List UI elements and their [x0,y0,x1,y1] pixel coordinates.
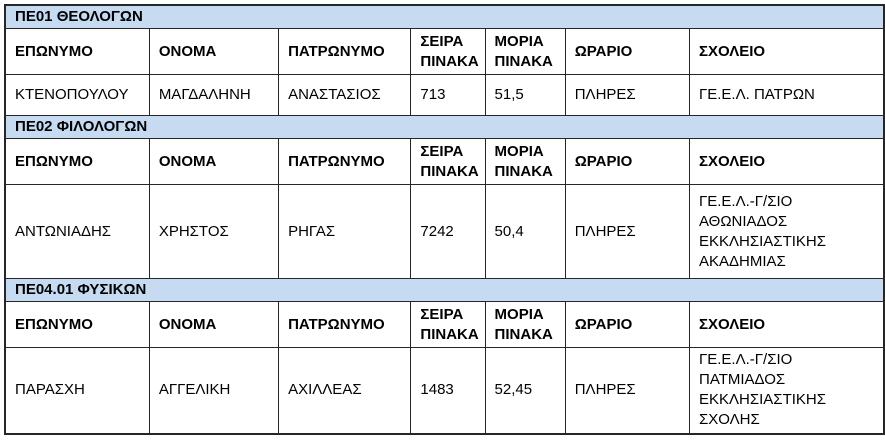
cell-patronymic: ΑΧΙΛΛΕΑΣ [278,347,412,434]
section-title: ΠΕ04.01 ΦΥΣΙΚΩΝ [4,278,885,302]
col-header-list-rank: ΣΕΙΡΑ ΠΙΝΑΚΑ [410,301,486,348]
section-band-pe0401: ΠΕ04.01 ΦΥΣΙΚΩΝ [4,278,885,302]
cell-surname: ΑΝΤΩΝΙΑΔΗΣ [4,184,150,279]
col-header-list-rank: ΣΕΙΡΑ ΠΙΝΑΚΑ [410,138,486,185]
col-header-list-points: ΜΟΡΙΑ ΠΙΝΑΚΑ [484,28,566,75]
col-header-firstname: ΟΝΟΜΑ [148,138,280,185]
cell-hours: ΠΛΗΡΕΣ [564,347,690,434]
cell-surname: ΚΤΕΝΟΠΟΥΛΟΥ [4,74,150,116]
cell-list-points: 51,5 [484,74,566,116]
cell-surname: ΠΑΡΑΣΧΗ [4,347,150,434]
col-header-firstname: ΟΝΟΜΑ [148,301,280,348]
col-header-surname: ΕΠΩΝΥΜΟ [4,138,150,185]
cell-school: ΓΕ.Ε.Λ. ΠΑΤΡΩΝ [688,74,885,116]
col-header-list-points: ΜΟΡΙΑ ΠΙΝΑΚΑ [484,301,566,348]
cell-list-rank: 7242 [410,184,486,279]
column-header-row: ΕΠΩΝΥΜΟ ΟΝΟΜΑ ΠΑΤΡΩΝΥΜΟ ΣΕΙΡΑ ΠΙΝΑΚΑ ΜΟΡ… [4,28,885,75]
cell-patronymic: ΡΗΓΑΣ [278,184,412,279]
cell-list-points: 52,45 [484,347,566,434]
cell-school: ΓΕ.Ε.Λ.-Γ/ΣΙΟ ΠΑΤΜΙΑΔΟΣ ΕΚΚΛΗΣΙΑΣΤΙΚΗΣ Σ… [688,347,885,434]
col-header-school: ΣΧΟΛΕΙΟ [688,138,885,185]
col-header-patronymic: ΠΑΤΡΩΝΥΜΟ [278,28,412,75]
section-band-pe01: ΠΕ01 ΘΕΟΛΟΓΩΝ [4,4,885,29]
col-header-patronymic: ΠΑΤΡΩΝΥΜΟ [278,301,412,348]
teacher-assignments-table: ΠΕ01 ΘΕΟΛΟΓΩΝ ΕΠΩΝΥΜΟ ΟΝΟΜΑ ΠΑΤΡΩΝΥΜΟ ΣΕ… [4,4,885,435]
cell-firstname: ΜΑΓΔΑΛΗΝΗ [148,74,280,116]
section-band-pe02: ΠΕ02 ΦΙΛΟΛΟΓΩΝ [4,115,885,139]
col-header-list-rank: ΣΕΙΡΑ ΠΙΝΑΚΑ [410,28,486,75]
col-header-school: ΣΧΟΛΕΙΟ [688,301,885,348]
col-header-hours: ΩΡΑΡΙΟ [564,28,690,75]
cell-hours: ΠΛΗΡΕΣ [564,184,690,279]
cell-list-rank: 713 [410,74,486,116]
cell-school: ΓΕ.Ε.Λ.-Γ/ΣΙΟ ΑΘΩΝΙΑΔΟΣ ΕΚΚΛΗΣΙΑΣΤΙΚΗΣ Α… [688,184,885,279]
col-header-list-points: ΜΟΡΙΑ ΠΙΝΑΚΑ [484,138,566,185]
cell-firstname: ΧΡΗΣΤΟΣ [148,184,280,279]
cell-firstname: ΑΓΓΕΛΙΚΗ [148,347,280,434]
cell-list-points: 50,4 [484,184,566,279]
col-header-school: ΣΧΟΛΕΙΟ [688,28,885,75]
col-header-surname: ΕΠΩΝΥΜΟ [4,28,150,75]
col-header-hours: ΩΡΑΡΙΟ [564,138,690,185]
col-header-patronymic: ΠΑΤΡΩΝΥΜΟ [278,138,412,185]
table-row: ΚΤΕΝΟΠΟΥΛΟΥ ΜΑΓΔΑΛΗΝΗ ΑΝΑΣΤΑΣΙΟΣ 713 51,… [4,74,885,116]
section-title: ΠΕ02 ΦΙΛΟΛΟΓΩΝ [4,115,885,139]
document-page: ΠΕ01 ΘΕΟΛΟΓΩΝ ΕΠΩΝΥΜΟ ΟΝΟΜΑ ΠΑΤΡΩΝΥΜΟ ΣΕ… [4,4,885,435]
cell-patronymic: ΑΝΑΣΤΑΣΙΟΣ [278,74,412,116]
section-title: ΠΕ01 ΘΕΟΛΟΓΩΝ [4,4,885,29]
table-row: ΠΑΡΑΣΧΗ ΑΓΓΕΛΙΚΗ ΑΧΙΛΛΕΑΣ 1483 52,45 ΠΛΗ… [4,347,885,434]
col-header-hours: ΩΡΑΡΙΟ [564,301,690,348]
cell-list-rank: 1483 [410,347,486,434]
column-header-row: ΕΠΩΝΥΜΟ ΟΝΟΜΑ ΠΑΤΡΩΝΥΜΟ ΣΕΙΡΑ ΠΙΝΑΚΑ ΜΟΡ… [4,301,885,348]
column-header-row: ΕΠΩΝΥΜΟ ΟΝΟΜΑ ΠΑΤΡΩΝΥΜΟ ΣΕΙΡΑ ΠΙΝΑΚΑ ΜΟΡ… [4,138,885,185]
col-header-firstname: ΟΝΟΜΑ [148,28,280,75]
cell-hours: ΠΛΗΡΕΣ [564,74,690,116]
table-row: ΑΝΤΩΝΙΑΔΗΣ ΧΡΗΣΤΟΣ ΡΗΓΑΣ 7242 50,4 ΠΛΗΡΕ… [4,184,885,279]
col-header-surname: ΕΠΩΝΥΜΟ [4,301,150,348]
